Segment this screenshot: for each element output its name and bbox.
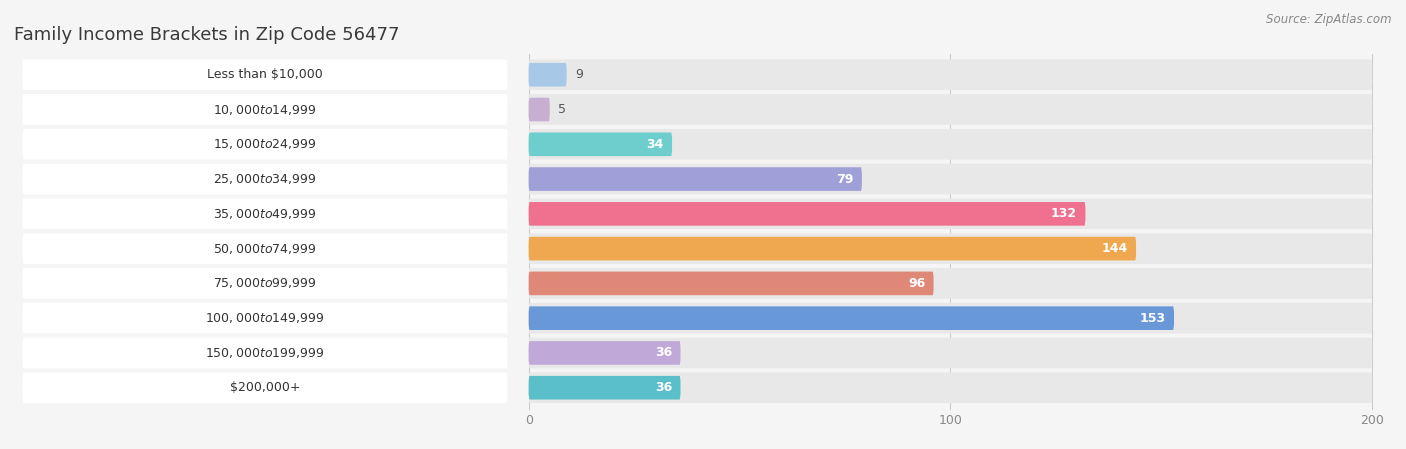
Text: 36: 36 [655, 381, 672, 394]
Text: Source: ZipAtlas.com: Source: ZipAtlas.com [1267, 13, 1392, 26]
Text: 9: 9 [575, 68, 583, 81]
FancyBboxPatch shape [22, 372, 508, 403]
FancyBboxPatch shape [529, 202, 1085, 226]
FancyBboxPatch shape [22, 129, 508, 159]
FancyBboxPatch shape [529, 272, 934, 295]
Text: $200,000+: $200,000+ [229, 381, 301, 394]
Text: 132: 132 [1050, 207, 1077, 220]
Text: $50,000 to $74,999: $50,000 to $74,999 [214, 242, 316, 255]
Text: $35,000 to $49,999: $35,000 to $49,999 [214, 207, 316, 221]
Text: 79: 79 [837, 172, 853, 185]
Text: $150,000 to $199,999: $150,000 to $199,999 [205, 346, 325, 360]
FancyBboxPatch shape [529, 376, 681, 400]
FancyBboxPatch shape [529, 237, 1136, 260]
FancyBboxPatch shape [22, 59, 508, 90]
Text: $100,000 to $149,999: $100,000 to $149,999 [205, 311, 325, 325]
FancyBboxPatch shape [22, 94, 508, 125]
Text: Family Income Brackets in Zip Code 56477: Family Income Brackets in Zip Code 56477 [14, 26, 399, 44]
FancyBboxPatch shape [22, 338, 508, 368]
Text: $15,000 to $24,999: $15,000 to $24,999 [214, 137, 316, 151]
Text: 144: 144 [1101, 242, 1128, 255]
FancyBboxPatch shape [529, 338, 1372, 368]
FancyBboxPatch shape [529, 94, 1372, 125]
Text: $25,000 to $34,999: $25,000 to $34,999 [214, 172, 316, 186]
FancyBboxPatch shape [529, 164, 1372, 194]
Text: 34: 34 [647, 138, 664, 151]
FancyBboxPatch shape [529, 341, 681, 365]
Text: $75,000 to $99,999: $75,000 to $99,999 [214, 277, 316, 291]
FancyBboxPatch shape [22, 303, 508, 334]
Text: Less than $10,000: Less than $10,000 [207, 68, 323, 81]
FancyBboxPatch shape [529, 167, 862, 191]
FancyBboxPatch shape [529, 306, 1174, 330]
Text: $10,000 to $14,999: $10,000 to $14,999 [214, 102, 316, 117]
FancyBboxPatch shape [529, 268, 1372, 299]
FancyBboxPatch shape [529, 59, 1372, 90]
FancyBboxPatch shape [529, 132, 672, 156]
FancyBboxPatch shape [529, 63, 567, 87]
Text: 36: 36 [655, 347, 672, 360]
Text: 96: 96 [908, 277, 925, 290]
Text: 153: 153 [1139, 312, 1166, 325]
Text: 5: 5 [558, 103, 567, 116]
FancyBboxPatch shape [529, 129, 1372, 159]
FancyBboxPatch shape [22, 198, 508, 229]
FancyBboxPatch shape [529, 98, 550, 121]
FancyBboxPatch shape [529, 372, 1372, 403]
FancyBboxPatch shape [22, 268, 508, 299]
FancyBboxPatch shape [22, 233, 508, 264]
FancyBboxPatch shape [529, 198, 1372, 229]
FancyBboxPatch shape [529, 303, 1372, 334]
FancyBboxPatch shape [22, 164, 508, 194]
FancyBboxPatch shape [529, 233, 1372, 264]
